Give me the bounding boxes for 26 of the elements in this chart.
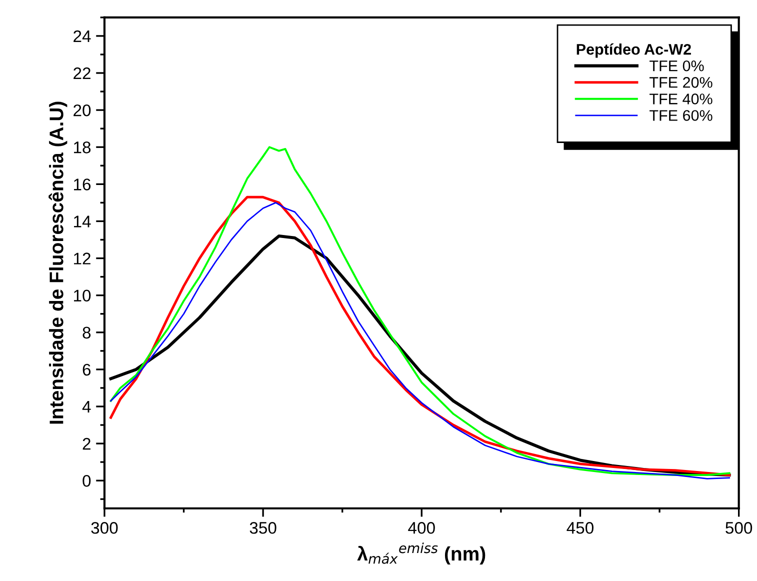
x-tick-label: 450 <box>566 522 594 534</box>
y-tick-label: 2 <box>82 438 90 450</box>
x-axis-title: λ$_{máx}$$^{emiss}$ (nm) <box>357 542 486 564</box>
y-tick-label: 0 <box>82 474 91 487</box>
y-tick-label: 22 <box>74 67 90 80</box>
y-tick-label: 24 <box>74 30 91 42</box>
x-tick-label: 300 <box>91 522 118 534</box>
y-tick-label: 10 <box>74 290 91 302</box>
y-axis-title: Intensidade de Fluorescência (A.U) <box>48 102 68 424</box>
y-tick-label: 6 <box>82 364 91 376</box>
y-tick-label: 14 <box>74 216 91 228</box>
x-tick-label: 400 <box>408 522 435 534</box>
x-tick-label: 350 <box>250 522 276 534</box>
legend-label: TFE 20% <box>650 77 712 88</box>
y-tick-label: 16 <box>74 178 91 190</box>
y-tick-label: 8 <box>82 326 91 339</box>
y-tick-label: 12 <box>74 252 90 264</box>
legend-label: TFE 40% <box>650 94 712 104</box>
line-series <box>110 146 730 476</box>
y-tick-label: 4 <box>82 401 91 413</box>
y-tick-label: 18 <box>74 142 91 154</box>
legend-title: Peptídeo Ac-W2 <box>576 43 691 58</box>
legend-label: TFE 60% <box>650 110 712 121</box>
y-tick-label: 20 <box>74 104 91 116</box>
x-tick-label: 500 <box>726 522 752 534</box>
legend-label: TFE 0% <box>650 60 704 72</box>
